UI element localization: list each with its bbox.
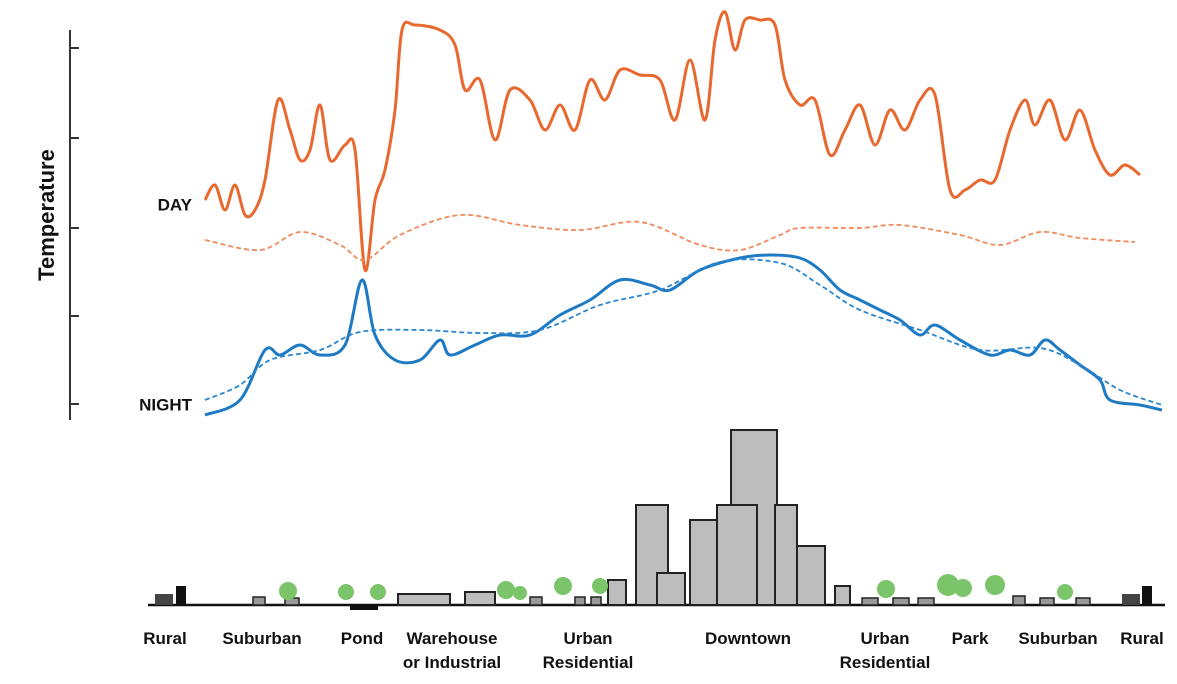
zone-label: Urban: [563, 629, 612, 648]
zone-label: Residential: [840, 653, 931, 672]
y-axis-label: Temperature: [34, 149, 59, 281]
zone-label: Downtown: [705, 629, 791, 648]
zone-label: Pond: [341, 629, 384, 648]
zone-label: Residential: [543, 653, 634, 672]
zone-label: Rural: [1120, 629, 1163, 648]
zone-label: or Industrial: [403, 653, 501, 672]
zone-label: Warehouse: [406, 629, 497, 648]
skyline: [148, 429, 1165, 610]
series-line: [204, 213, 1136, 261]
zone-label: Park: [952, 629, 989, 648]
zone-label: Urban: [860, 629, 909, 648]
zone-label: Suburban: [1018, 629, 1097, 648]
zone-label: Rural: [143, 629, 186, 648]
zone-label: Suburban: [222, 629, 301, 648]
series-line: [203, 10, 1141, 273]
line-label: NIGHT: [139, 395, 193, 414]
line-label: DAY: [158, 195, 193, 214]
